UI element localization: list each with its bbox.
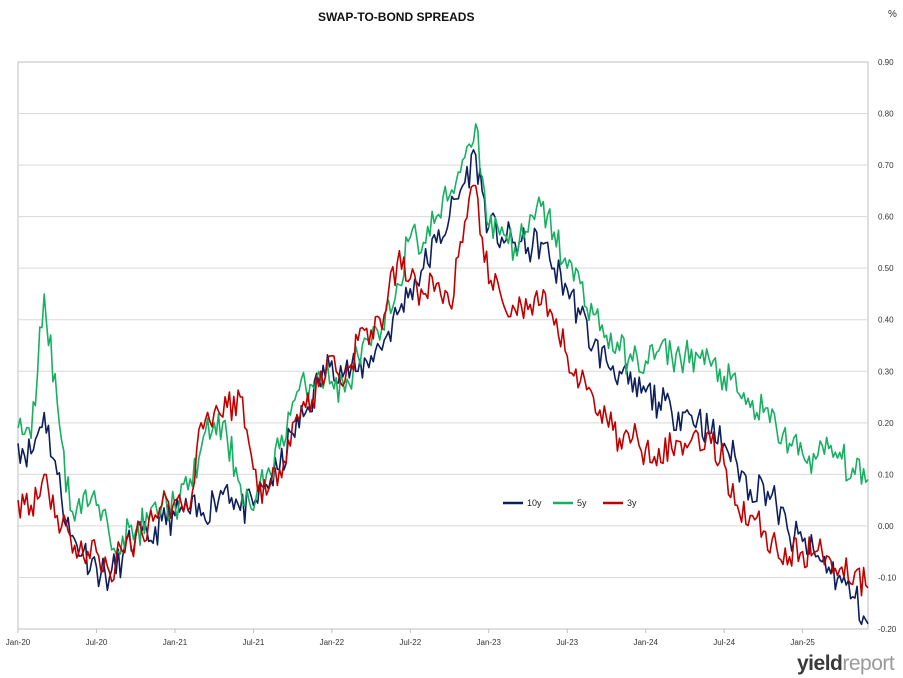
series-line-3y (17, 184, 869, 597)
y-tick-label: 0.20 (878, 419, 894, 428)
y-tick-label: -0.10 (878, 573, 897, 582)
plot-area-border (17, 61, 869, 630)
series-line-5y (17, 123, 869, 555)
legend-label-10y: 10y (527, 498, 542, 508)
y-tick-label: 0.60 (878, 213, 894, 222)
x-tick-label: Jan-25 (790, 638, 815, 647)
y-tick-label: 0.30 (878, 367, 894, 376)
yieldreport-logo: yieldreport (797, 652, 895, 676)
y-tick-label: -0.20 (878, 625, 897, 634)
y-tick-label: 0.00 (878, 522, 894, 531)
series-line-10y (17, 149, 869, 626)
x-tick-label: Jan-23 (477, 638, 502, 647)
legend-label-5y: 5y (577, 498, 587, 508)
y-tick-label: 0.50 (878, 264, 894, 273)
logo-part-report: report (842, 652, 895, 675)
x-tick-label: Jan-22 (320, 638, 345, 647)
y-tick-label: 0.70 (878, 161, 894, 170)
y-tick-label: 0.10 (878, 470, 894, 479)
legend-label-3y: 3y (627, 498, 637, 508)
x-tick-label: Jul-21 (242, 638, 264, 647)
line-chart: 0.90 0.80 0.70 0.60 0.50 0.40 0.30 0.20 0.10 0.00… (6, 58, 897, 647)
x-tick-label: Jul-20 (86, 638, 108, 647)
y-tick-label: 0.90 (878, 58, 894, 67)
y-axis-unit: % (888, 9, 897, 20)
x-tick-label: Jan-24 (633, 638, 658, 647)
y-tick-label: 0.40 (878, 316, 894, 325)
x-tick-label: Jul-24 (713, 638, 735, 647)
x-tick-label: Jan-20 (6, 638, 31, 647)
x-tick-label: Jan-21 (163, 638, 188, 647)
y-tick-label: 0.80 (878, 110, 894, 119)
logo-part-yield: yield (797, 652, 843, 675)
chart-title: SWAP-TO-BOND SPREADS (318, 10, 475, 24)
x-tick-label: Jul-22 (399, 638, 421, 647)
x-tick-label: Jul-23 (556, 638, 578, 647)
